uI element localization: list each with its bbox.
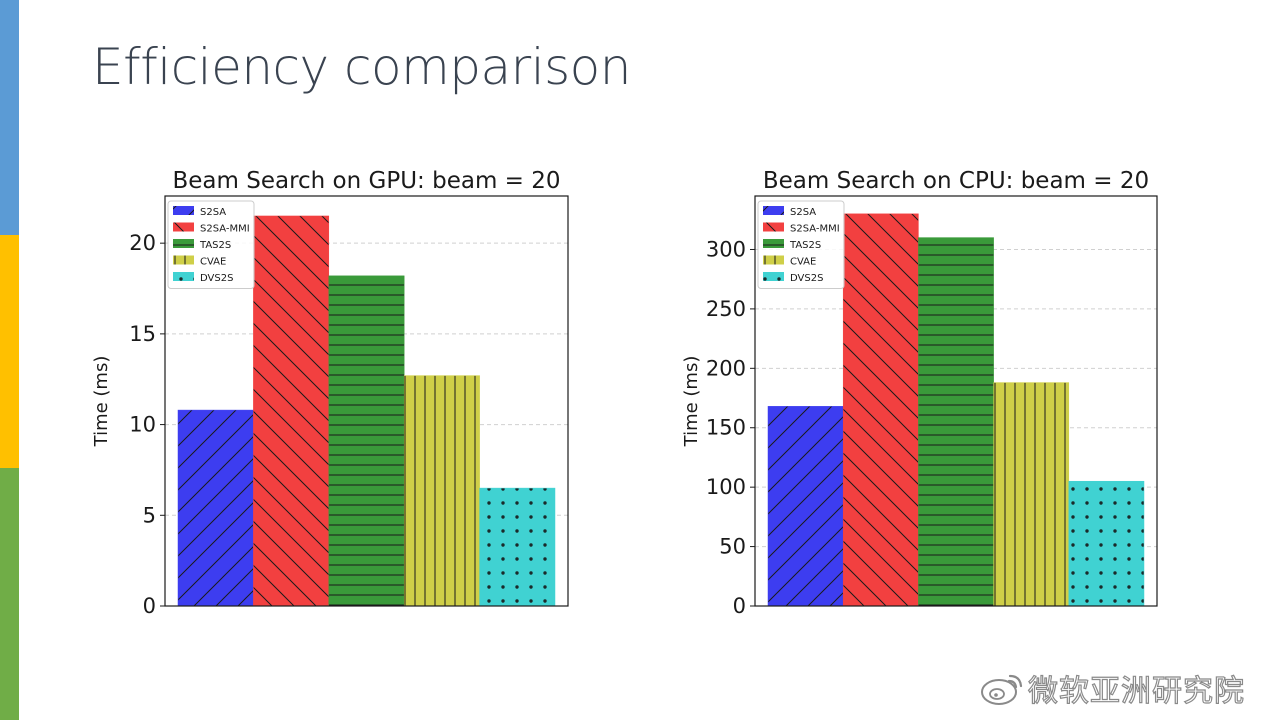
y-tick-label: 20 <box>129 231 156 255</box>
y-tick-label: 200 <box>706 356 746 380</box>
watermark-text: 微软亚洲研究院 <box>1027 673 1245 709</box>
y-tick-label: 0 <box>733 594 746 618</box>
plot-frame <box>754 195 1158 607</box>
legend-label: DVS2S <box>200 273 233 284</box>
y-tick-label: 300 <box>706 237 746 261</box>
bar <box>993 382 1070 607</box>
legend-label: TAS2S <box>789 240 821 251</box>
cpu-beam-search-chart: Beam Search on CPU: beam = 20 0 50 100 150 20… <box>681 168 1158 618</box>
weibo-logo-icon <box>981 674 1023 705</box>
bar <box>177 409 254 607</box>
legend-label: DVS2S <box>790 273 823 284</box>
y-tick-label: 100 <box>706 475 746 499</box>
legend-label: S2SA <box>200 207 226 218</box>
y-tick-label: 5 <box>143 503 156 527</box>
y-tick-label: 0 <box>143 594 156 618</box>
legend-swatch <box>763 239 784 248</box>
slide-title: Efficiency comparison <box>92 38 631 96</box>
legend-swatch <box>173 206 194 215</box>
legend-swatch <box>173 255 194 265</box>
legend-swatch <box>763 206 784 215</box>
y-tick-label: 150 <box>706 416 746 440</box>
bar <box>1068 480 1145 607</box>
legend-label: S2SA <box>790 207 816 218</box>
legend: S2SA S2SA-MMI TAS2S CVAE DVS2S <box>167 200 255 289</box>
bar <box>842 213 919 607</box>
y-axis-label: Time (ms) <box>681 356 702 448</box>
slide-accent-band <box>0 0 19 720</box>
chart-title: Beam Search on GPU: beam = 20 <box>172 168 560 194</box>
legend-swatch <box>173 222 194 232</box>
y-tick-label: 10 <box>129 413 156 437</box>
legend-label: CVAE <box>200 257 226 268</box>
legend-swatch <box>763 255 784 265</box>
y-axis-label: Time (ms) <box>91 356 112 448</box>
bar <box>403 375 480 607</box>
bar <box>328 275 405 607</box>
legend-swatch <box>173 239 194 248</box>
watermark: 微软亚洲研究院 <box>978 666 1274 710</box>
y-tick-label: 250 <box>706 297 746 321</box>
legend-label: S2SA-MMI <box>200 224 250 235</box>
accent-band-yellow <box>0 235 19 468</box>
bar <box>253 215 330 607</box>
legend-label: TAS2S <box>199 240 231 251</box>
y-tick-label: 50 <box>719 535 746 559</box>
accent-band-green <box>0 468 19 720</box>
bar <box>767 406 844 607</box>
legend-swatch <box>763 222 784 232</box>
bar <box>479 487 556 607</box>
legend-swatch <box>173 272 194 281</box>
legend-label: CVAE <box>790 257 816 268</box>
legend-swatch <box>763 272 784 281</box>
bar <box>918 237 994 607</box>
chart-title: Beam Search on CPU: beam = 20 <box>763 168 1149 194</box>
legend: S2SA S2SA-MMI TAS2S CVAE DVS2S <box>757 200 845 289</box>
y-tick-label: 15 <box>129 322 156 346</box>
gpu-beam-search-chart: Beam Search on GPU: beam = 20 0 5 10 15 20 Tim… <box>91 168 569 618</box>
plot-frame <box>164 195 569 607</box>
accent-band-blue <box>0 0 19 235</box>
legend-label: S2SA-MMI <box>790 224 840 235</box>
